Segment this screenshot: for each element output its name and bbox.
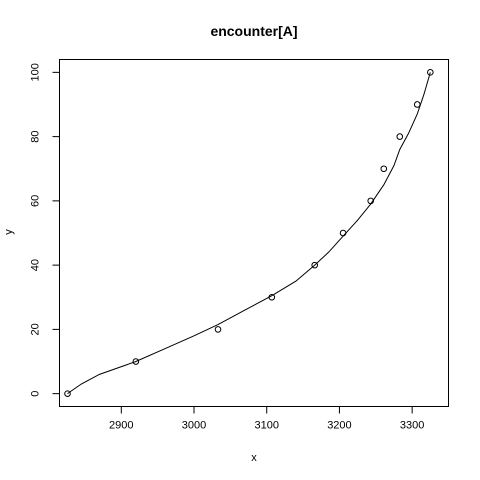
- data-point: [339, 229, 347, 237]
- plot-frame: [59, 59, 449, 407]
- data-point: [427, 69, 434, 76]
- y-tick-label: 0: [30, 391, 42, 397]
- y-axis: 0 20 40 60 80 100: [30, 63, 60, 397]
- fitted-curve: [67, 72, 431, 395]
- x-tick-label: 3200: [327, 420, 351, 432]
- data-point: [268, 293, 276, 301]
- fitted-curve-group: [67, 72, 431, 395]
- data-point: [367, 197, 375, 205]
- x-axis-label: x: [251, 452, 257, 464]
- x-tick-label: 3100: [254, 420, 278, 432]
- points-group: [64, 69, 434, 397]
- y-tick-label: 100: [30, 63, 42, 81]
- data-point: [380, 165, 388, 173]
- y-axis-label: y: [3, 229, 15, 235]
- chart-title: encounter[A]: [210, 23, 297, 39]
- x-tick-label: 3300: [400, 420, 424, 432]
- data-point: [214, 326, 222, 333]
- y-tick-label: 40: [30, 259, 42, 271]
- data-point: [311, 261, 319, 269]
- y-tick-label: 20: [30, 323, 42, 335]
- data-point: [132, 358, 140, 365]
- data-point: [413, 101, 421, 108]
- data-point: [64, 390, 71, 397]
- x-tick-label: 3000: [182, 420, 206, 432]
- x-tick-label: 2900: [109, 420, 133, 432]
- x-axis: 2900 3000 3100 3200 3300: [109, 406, 424, 432]
- y-tick-label: 60: [30, 195, 42, 207]
- data-point: [396, 133, 404, 140]
- y-tick-label: 80: [30, 130, 42, 142]
